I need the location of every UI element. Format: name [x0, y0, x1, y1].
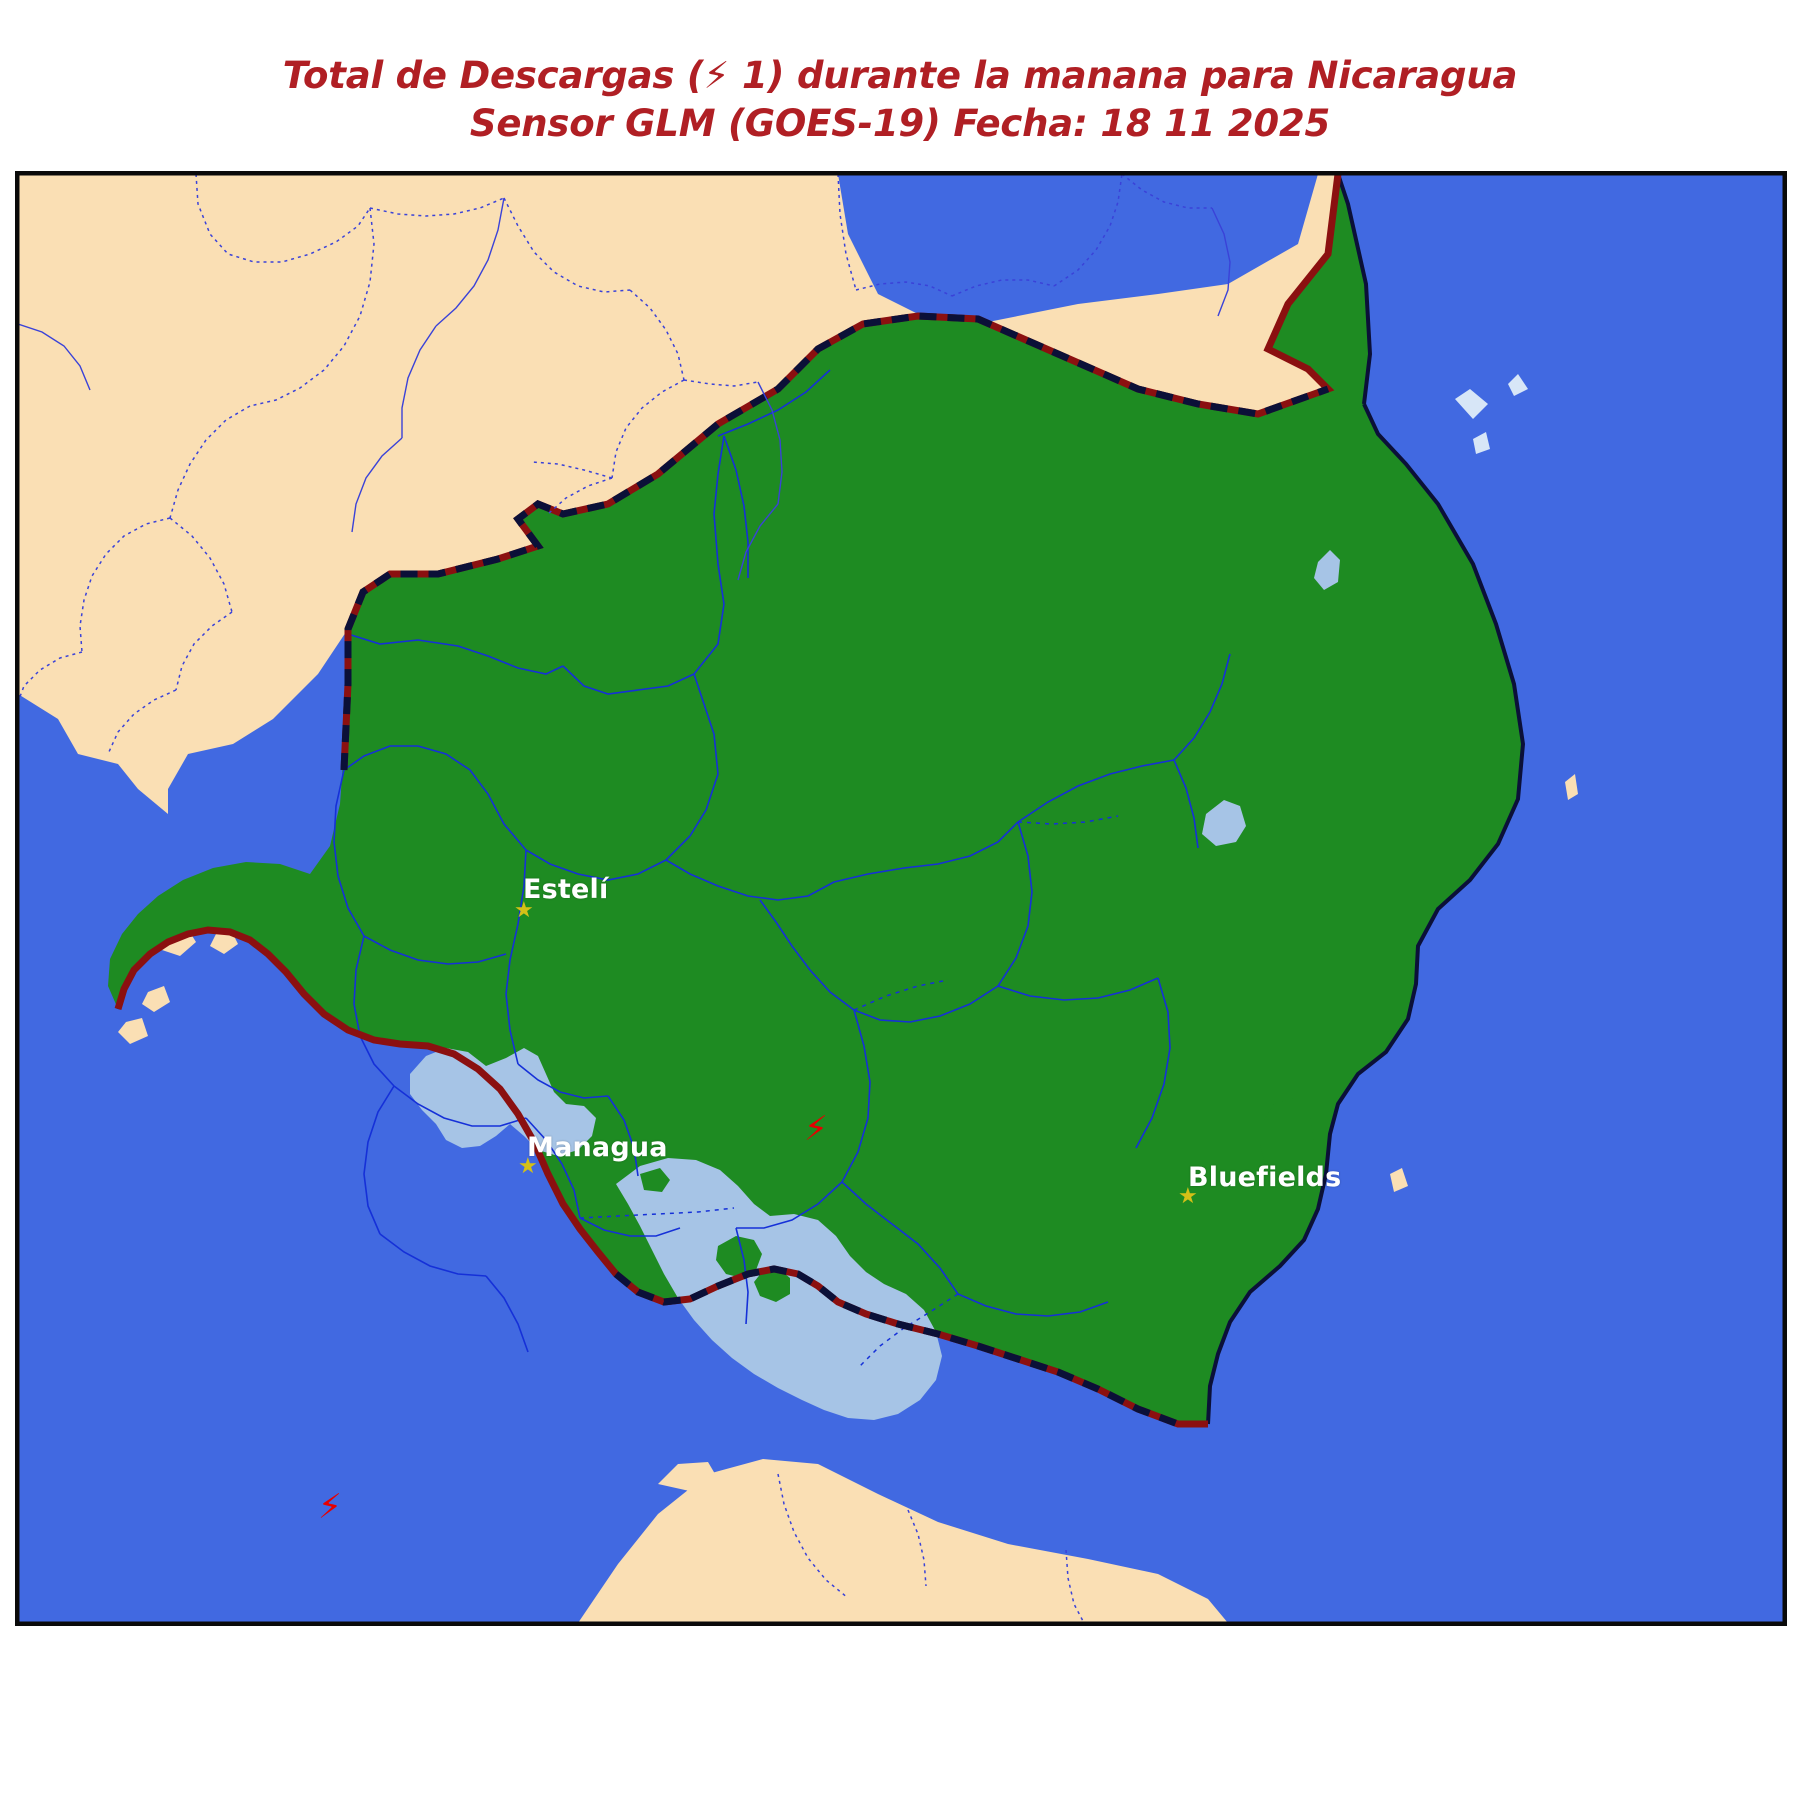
city-label-managua: Managua	[527, 1132, 668, 1163]
title-line-1: Total de Descargas (⚡ 1) durante la mana…	[282, 54, 1518, 97]
offshore-cay-c	[1473, 432, 1490, 454]
isla-fonseca-3	[118, 1018, 148, 1044]
map-canvas	[18, 174, 1784, 1623]
nicaragua-layer[interactable]	[108, 174, 1526, 1428]
lightning-strike-marker-1[interactable]: ⚡	[804, 1109, 828, 1149]
el-bluff-peninsula	[1260, 1098, 1314, 1176]
neighbor-admin-boundaries	[18, 174, 1212, 755]
lakes-layer	[410, 550, 1340, 1420]
city-star-esteli: ★	[514, 898, 534, 923]
map-frame[interactable]: ★ Estelí ★ Managua ★ Bluefields ⚡ ⚡	[15, 171, 1787, 1626]
city-label-esteli: Estelí	[523, 874, 609, 905]
costa-rica-peninsula	[658, 1462, 718, 1492]
isla-fonseca-2	[142, 986, 170, 1012]
chart-title-block: Total de Descargas (⚡ 1) durante la mana…	[0, 52, 1800, 148]
corn-island-small	[1565, 774, 1578, 800]
offshore-cay-a	[1455, 389, 1488, 419]
map-inner-frame	[18, 174, 1784, 1623]
honduras-landmass	[18, 174, 1338, 814]
lightning-strike-marker-2[interactable]: ⚡	[318, 1487, 342, 1527]
city-star-managua: ★	[518, 1154, 538, 1179]
isla-ometepe-north	[716, 1236, 762, 1278]
lago-de-managua	[410, 1048, 596, 1156]
costa-rica-landmass	[578, 1459, 1228, 1623]
city-star-bluefields: ★	[1178, 1184, 1198, 1209]
costa-rica-admin-boundaries	[777, 1473, 1085, 1623]
nicaragua-country-fill[interactable]	[108, 174, 1523, 1424]
corn-island-large	[1390, 1168, 1408, 1192]
isla-ometepe-south	[754, 1268, 790, 1302]
laguna-wounta	[1202, 800, 1246, 846]
city-label-bluefields: Bluefields	[1188, 1162, 1342, 1193]
title-line-2: Sensor GLM (GOES-19) Fecha: 18 11 2025	[469, 102, 1331, 146]
neighbor-rivers	[18, 197, 1231, 581]
el-salvador-strip	[18, 504, 78, 644]
offshore-cay-b	[1508, 374, 1528, 396]
isla-zapatera	[640, 1168, 670, 1192]
department-boundaries	[333, 369, 1231, 1353]
laguna-norte	[1314, 550, 1340, 590]
national-border-layer	[114, 174, 1342, 1428]
